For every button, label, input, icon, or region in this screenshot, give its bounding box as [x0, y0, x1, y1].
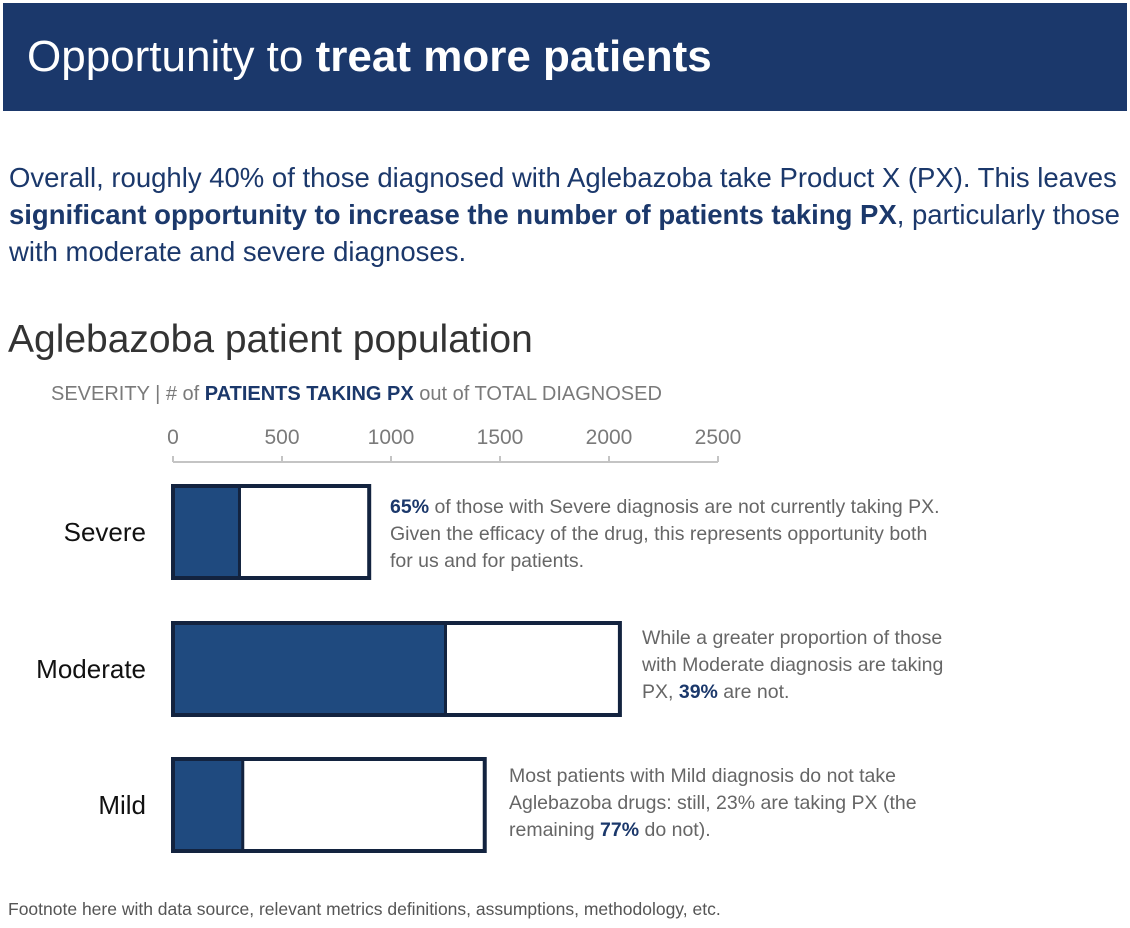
bar-outline-mild — [171, 757, 487, 853]
page-title-plain: Opportunity to — [27, 32, 316, 81]
bar-taking-px-moderate — [173, 623, 446, 715]
annotation-mild-text: Most patients with Mild diagnosis do not… — [509, 765, 917, 841]
annotation-mild: Most patients with Mild diagnosis do not… — [509, 763, 934, 844]
annotation-severe-highlight: 65% — [390, 496, 430, 518]
page-title-bold: treat more patients — [315, 32, 712, 81]
bar-taking-px-mild — [173, 759, 243, 851]
annotation-mild-highlight: 77% — [600, 819, 640, 841]
x-tick-label-2000: 2000 — [586, 426, 633, 449]
chart-subtitle-part1: SEVERITY | # of — [51, 383, 205, 405]
annotation-moderate-text-end: are not. — [717, 681, 790, 703]
annotation-severe: 65% of those with Severe diagnosis are n… — [390, 494, 950, 575]
category-label-severe: Severe — [64, 517, 146, 547]
title-banner: Opportunity to treat more patients — [3, 3, 1127, 111]
annotation-moderate-text: While a greater proportion of those with… — [642, 627, 944, 703]
summary-text: Overall, roughly 40% of those diagnosed … — [9, 159, 1124, 270]
chart-subtitle-part2: out of TOTAL DIAGNOSED — [413, 383, 662, 405]
chart-title: Aglebazoba patient population — [8, 318, 533, 361]
x-tick-label-1000: 1000 — [368, 426, 415, 449]
x-tick-label-1500: 1500 — [477, 426, 524, 449]
page-title: Opportunity to treat more patients — [27, 31, 712, 83]
x-tick-label-500: 500 — [264, 426, 299, 449]
chart-subtitle-highlight: PATIENTS TAKING PX — [204, 383, 414, 405]
category-label-moderate: Moderate — [36, 654, 146, 684]
summary-part1: Overall, roughly 40% of those diagnosed … — [9, 162, 1117, 193]
annotation-moderate: While a greater proportion of those with… — [642, 625, 967, 706]
summary-bold: significant opportunity to increase the … — [9, 199, 897, 230]
category-label-mild: Mild — [98, 790, 146, 820]
summary-part2: , particularly those with moderate and s… — [9, 199, 1120, 267]
bar-outline-severe — [171, 484, 372, 580]
annotation-severe-text: of those with Severe diagnosis are not c… — [390, 496, 940, 572]
bar-taking-px-severe — [173, 486, 240, 578]
bar-outline-moderate — [171, 621, 622, 717]
x-tick-label-2500: 2500 — [695, 426, 742, 449]
x-tick-label-0: 0 — [167, 426, 179, 449]
footnote: Footnote here with data source, relevant… — [8, 899, 721, 919]
annotation-mild-text-end: do not). — [639, 819, 711, 841]
chart-subtitle: SEVERITY | # of PATIENTS TAKING PX out o… — [51, 380, 662, 408]
annotation-moderate-highlight: 39% — [678, 681, 718, 703]
